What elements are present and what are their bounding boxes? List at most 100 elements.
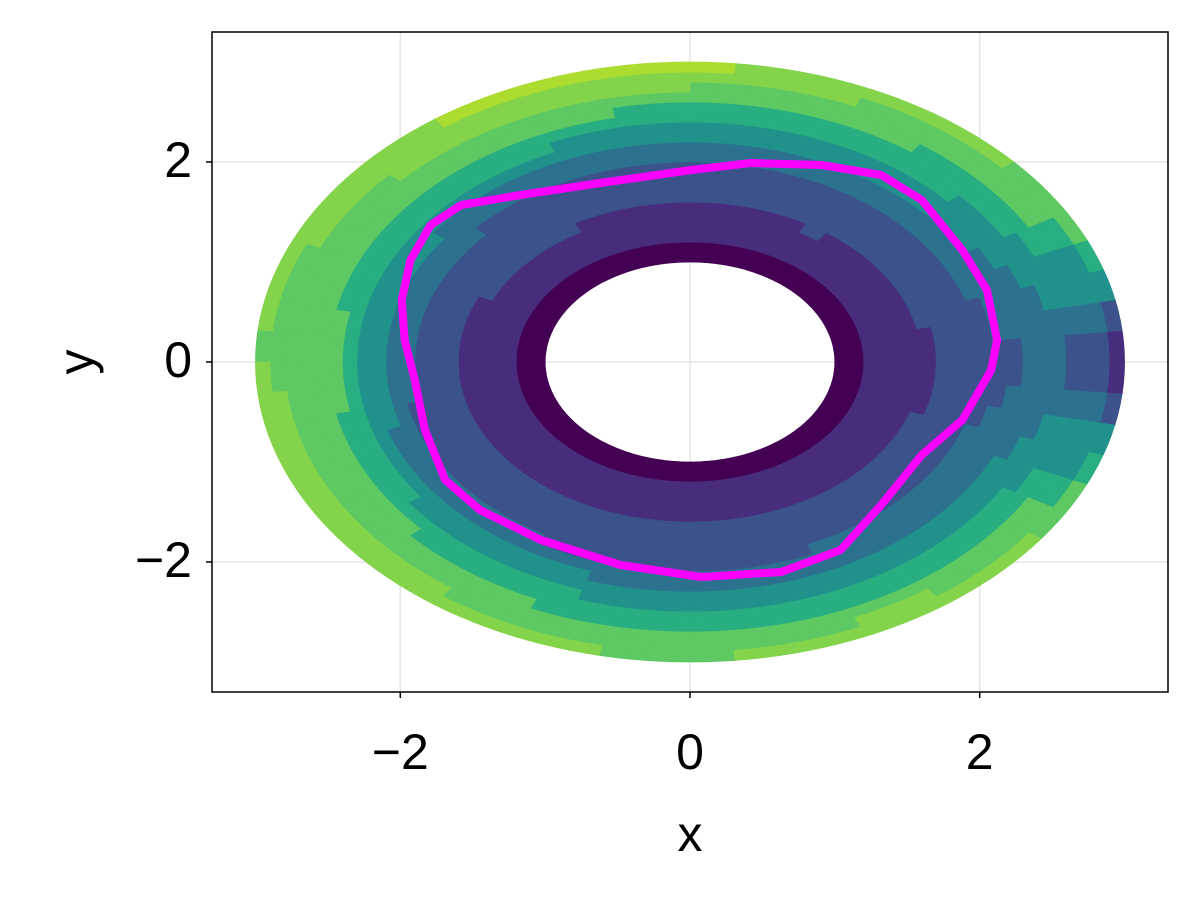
contour-cell	[1035, 335, 1053, 363]
contour-cell	[833, 361, 850, 374]
contour-cell	[1092, 331, 1111, 363]
contour-cell	[327, 361, 345, 389]
contour-cell	[689, 251, 708, 263]
contour-cell	[689, 151, 723, 164]
contour-cell	[1078, 361, 1096, 392]
contour-cell	[269, 361, 288, 393]
contour-cell	[689, 131, 726, 144]
contour-cell	[905, 344, 923, 363]
contour-cell	[689, 141, 724, 154]
contour-cell	[668, 490, 691, 503]
contour-cell	[298, 361, 316, 391]
contour-cell	[862, 347, 879, 363]
y-tick-label: −2	[135, 532, 192, 588]
contour-cell	[689, 241, 709, 254]
contour-cell	[515, 361, 532, 375]
contour-cell	[665, 510, 691, 523]
contour-cell	[654, 131, 691, 144]
contour-cell	[647, 630, 691, 643]
contour-cell	[653, 121, 691, 134]
contour-cell	[862, 361, 879, 377]
contour-fill	[255, 61, 1125, 663]
contour-cell	[370, 361, 388, 386]
contour-cell	[1107, 330, 1125, 363]
contour-cell	[356, 361, 374, 387]
contour-cell	[833, 350, 850, 363]
contour-cell	[689, 640, 735, 653]
contour-cell	[530, 361, 547, 374]
contour-cell	[414, 341, 432, 363]
contour-cell	[689, 550, 721, 563]
contour-cell	[689, 580, 726, 593]
contour-cell	[648, 620, 691, 633]
contour-cell	[255, 330, 273, 363]
contour-cell	[657, 151, 691, 164]
contour-cell	[1049, 334, 1068, 363]
contour-cell	[689, 500, 714, 513]
contour-cell	[876, 361, 894, 378]
contour-cell	[948, 361, 966, 383]
contour-cell	[312, 334, 331, 363]
contour-cell	[689, 620, 732, 633]
contour-cell	[486, 361, 504, 378]
contour-cell	[689, 461, 708, 473]
contour-cell	[671, 470, 691, 483]
x-tick-label: −2	[372, 724, 429, 780]
contour-cell	[689, 600, 729, 613]
contour-cell	[356, 337, 374, 363]
contour-cell	[327, 335, 345, 363]
contour-cell	[689, 520, 717, 533]
contour-cell	[312, 361, 331, 390]
contour-cell	[659, 550, 691, 563]
contour-cell	[644, 61, 691, 75]
contour-cell	[650, 610, 691, 623]
contour-cell	[689, 649, 736, 663]
contour-cell	[501, 361, 518, 377]
contour-cell	[920, 361, 937, 381]
contour-cell	[1020, 336, 1039, 363]
contour-cell	[689, 630, 733, 643]
y-axis-label: y	[48, 350, 104, 375]
contour-cell	[689, 81, 733, 94]
contour-cell	[370, 338, 388, 363]
contour-cell	[689, 91, 732, 104]
contour-cell	[689, 201, 715, 214]
contour-cell	[666, 500, 691, 513]
contour-cell	[656, 141, 691, 154]
contour-cell	[689, 71, 735, 84]
contour-cell	[651, 111, 691, 124]
contour-cell	[689, 540, 720, 553]
contour-cell	[891, 361, 908, 379]
contour-cell	[689, 191, 717, 204]
x-axis-label: x	[678, 806, 703, 862]
contour-line	[397, 159, 1002, 581]
contour-cell	[672, 461, 691, 473]
contour-cell	[443, 343, 460, 363]
axes: −2 0 2 −2 0 2	[135, 132, 994, 780]
contour-cell	[457, 344, 475, 363]
contour-cell	[663, 520, 691, 533]
contour-cell	[531, 338, 549, 352]
contour-cell	[848, 361, 865, 375]
contour-cell	[669, 480, 691, 493]
contour-cell	[284, 332, 302, 363]
contour-cell	[472, 361, 489, 379]
contour-cell	[501, 347, 518, 363]
contour-cell	[689, 610, 730, 623]
contour-cell	[963, 340, 981, 363]
contour-cell	[689, 560, 723, 573]
contour-cell	[831, 372, 849, 386]
contour-cell	[645, 71, 691, 84]
contour-cell	[1107, 361, 1125, 394]
contour-cell	[1049, 361, 1068, 390]
contour-cell	[1006, 361, 1024, 387]
y-tick-label: 0	[164, 332, 192, 388]
contour-cell	[689, 111, 729, 124]
contour-cell	[1035, 361, 1053, 389]
contour-cell	[1064, 333, 1082, 363]
contour-cell	[515, 349, 532, 363]
contour-cell	[486, 346, 504, 363]
contour-cell	[530, 350, 547, 363]
contour-cell	[689, 211, 714, 224]
